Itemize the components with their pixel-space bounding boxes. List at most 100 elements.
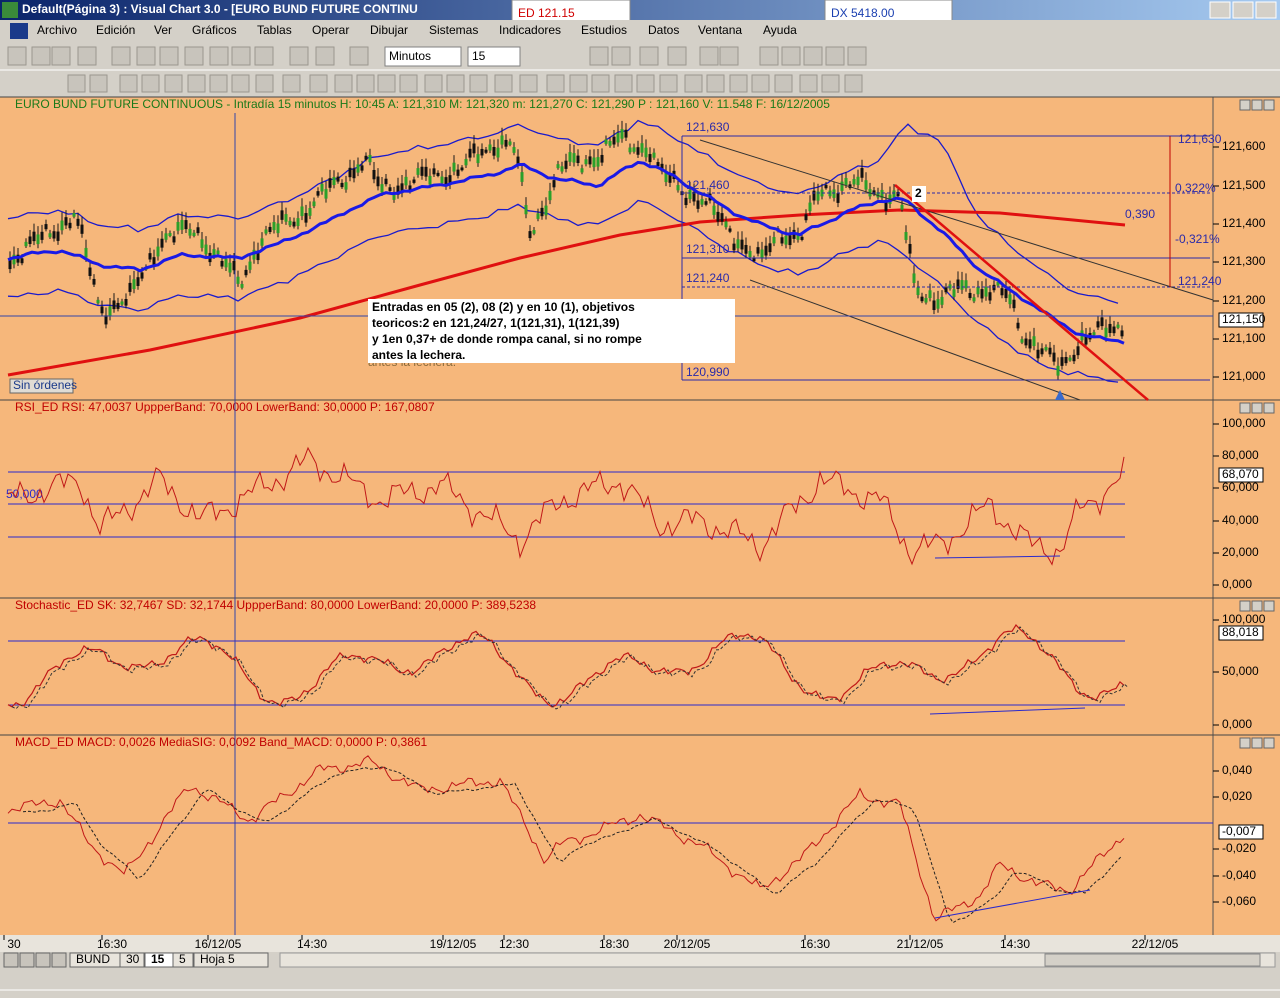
panel-button[interactable] xyxy=(1239,737,1251,749)
tab[interactable] xyxy=(119,952,145,968)
badge-box[interactable] xyxy=(9,378,74,394)
toolbar-button[interactable] xyxy=(546,74,565,93)
toolbar-button[interactable] xyxy=(719,46,739,66)
menu-item[interactable]: Indicadores xyxy=(499,23,561,37)
panel-button[interactable] xyxy=(1263,737,1275,749)
panel-button[interactable] xyxy=(1239,99,1251,111)
toolbar-button[interactable] xyxy=(781,46,801,66)
toolbar-button[interactable] xyxy=(136,46,156,66)
toolbar-button[interactable] xyxy=(446,74,465,93)
toolbar-button[interactable] xyxy=(309,74,328,93)
menu-item[interactable]: Estudios xyxy=(581,23,627,37)
maximize-button[interactable] xyxy=(1232,1,1254,19)
minimize-button[interactable] xyxy=(1209,1,1231,19)
toolbar-button[interactable] xyxy=(7,46,27,66)
toolbar-button[interactable] xyxy=(569,74,588,93)
tab[interactable] xyxy=(193,952,269,968)
interval-select[interactable] xyxy=(467,46,521,67)
panel-button[interactable] xyxy=(1251,402,1263,414)
toolbar-button[interactable] xyxy=(254,46,274,66)
toolbar-button[interactable] xyxy=(187,74,206,93)
panel-button[interactable] xyxy=(1251,737,1263,749)
menu-item[interactable]: Ventana xyxy=(698,23,742,37)
panel-button[interactable] xyxy=(1263,402,1275,414)
toolbar-button[interactable] xyxy=(111,46,131,66)
toolbar-button[interactable] xyxy=(119,74,138,93)
candle-body xyxy=(572,153,576,163)
menu-item[interactable]: Archivo xyxy=(37,23,77,37)
toolbar-button[interactable] xyxy=(51,46,71,66)
toolbar-button[interactable] xyxy=(77,46,97,66)
toolbar-button[interactable] xyxy=(751,74,770,93)
toolbar-button[interactable] xyxy=(611,46,631,66)
nav-button[interactable] xyxy=(35,952,51,968)
toolbar-button[interactable] xyxy=(334,74,353,93)
toolbar-button[interactable] xyxy=(231,46,251,66)
toolbar-button[interactable] xyxy=(589,46,609,66)
toolbar-button[interactable] xyxy=(847,46,867,66)
toolbar-button[interactable] xyxy=(67,74,86,93)
panel-button[interactable] xyxy=(1263,600,1275,612)
toolbar-button[interactable] xyxy=(231,74,250,93)
nav-button[interactable] xyxy=(51,952,67,968)
panel-button[interactable] xyxy=(1251,600,1263,612)
toolbar-button[interactable] xyxy=(667,46,687,66)
toolbar-button[interactable] xyxy=(209,46,229,66)
scrollbar[interactable] xyxy=(279,952,1276,968)
toolbar-button[interactable] xyxy=(821,74,840,93)
toolbar-button[interactable] xyxy=(774,74,793,93)
toolbar-button[interactable] xyxy=(799,74,818,93)
toolbar-button[interactable] xyxy=(825,46,845,66)
menu-item[interactable]: Datos xyxy=(648,23,679,37)
tab[interactable] xyxy=(172,952,194,968)
toolbar-button[interactable] xyxy=(289,46,309,66)
toolbar-button[interactable] xyxy=(184,46,204,66)
toolbar-button[interactable] xyxy=(494,74,513,93)
close-button[interactable] xyxy=(1255,1,1277,19)
menu-item[interactable]: Gráficos xyxy=(192,23,237,37)
toolbar-button[interactable] xyxy=(844,74,863,93)
toolbar-button[interactable] xyxy=(729,74,748,93)
toolbar-button[interactable] xyxy=(614,74,633,93)
toolbar-button[interactable] xyxy=(639,46,659,66)
toolbar-button[interactable] xyxy=(315,46,335,66)
toolbar-button[interactable] xyxy=(636,74,655,93)
toolbar-button[interactable] xyxy=(591,74,610,93)
toolbar-button[interactable] xyxy=(356,74,375,93)
menu-item[interactable]: Dibujar xyxy=(370,23,408,37)
nav-button[interactable] xyxy=(3,952,19,968)
toolbar-button[interactable] xyxy=(469,74,488,93)
scroll-thumb[interactable] xyxy=(1044,953,1261,967)
panel-button[interactable] xyxy=(1251,99,1263,111)
menu-item[interactable]: Ver xyxy=(154,23,172,37)
panel-button[interactable] xyxy=(1239,402,1251,414)
toolbar-button[interactable] xyxy=(209,74,228,93)
toolbar-button[interactable] xyxy=(399,74,418,93)
toolbar-button[interactable] xyxy=(684,74,703,93)
period-select[interactable] xyxy=(384,46,462,67)
toolbar-button[interactable] xyxy=(699,46,719,66)
toolbar-button[interactable] xyxy=(164,74,183,93)
toolbar-button[interactable] xyxy=(141,74,160,93)
toolbar-button[interactable] xyxy=(31,46,51,66)
toolbar-button[interactable] xyxy=(255,74,274,93)
nav-button[interactable] xyxy=(19,952,35,968)
menu-item[interactable]: Sistemas xyxy=(429,23,478,37)
menu-item[interactable]: Operar xyxy=(312,23,349,37)
toolbar-button[interactable] xyxy=(659,74,678,93)
toolbar-button[interactable] xyxy=(424,74,443,93)
toolbar-button[interactable] xyxy=(803,46,823,66)
toolbar-button[interactable] xyxy=(349,46,369,66)
menu-item[interactable]: Edición xyxy=(96,23,135,37)
toolbar-button[interactable] xyxy=(377,74,396,93)
toolbar-button[interactable] xyxy=(519,74,538,93)
panel-button[interactable] xyxy=(1239,600,1251,612)
toolbar-button[interactable] xyxy=(759,46,779,66)
toolbar-button[interactable] xyxy=(89,74,108,93)
toolbar-button[interactable] xyxy=(282,74,301,93)
panel-button[interactable] xyxy=(1263,99,1275,111)
toolbar-button[interactable] xyxy=(159,46,179,66)
menu-item[interactable]: Ayuda xyxy=(763,23,797,37)
menu-item[interactable]: Tablas xyxy=(257,23,292,37)
toolbar-button[interactable] xyxy=(706,74,725,93)
